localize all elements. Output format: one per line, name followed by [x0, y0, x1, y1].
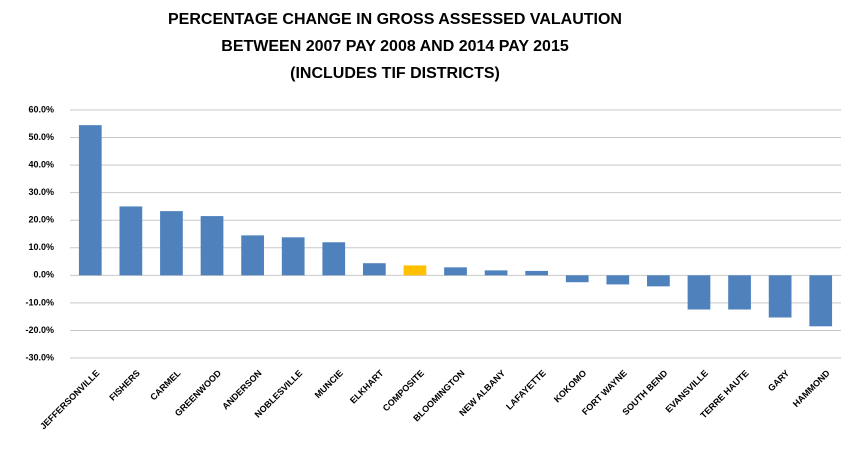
y-tick-label: 10.0%	[28, 242, 54, 252]
chart-title: (INCLUDES TIF DISTRICTS)	[290, 65, 500, 82]
bar	[281, 237, 305, 276]
bar	[362, 263, 386, 276]
chart-title: BETWEEN 2007 PAY 2008 AND 2014 PAY 2015	[221, 38, 569, 55]
x-tick-label: KOKOMO	[552, 368, 588, 404]
bar	[728, 275, 751, 310]
x-tick-label: GARY	[766, 368, 791, 393]
x-tick-label: FISHERS	[107, 368, 142, 403]
y-tick-label: 20.0%	[28, 215, 54, 225]
bar	[119, 206, 143, 276]
x-tick-label: CARMEL	[148, 368, 183, 403]
bar	[768, 275, 792, 318]
x-tick-label: JEFFERSONVILLE	[38, 368, 101, 431]
bar	[200, 216, 224, 276]
bar	[647, 275, 670, 287]
x-tick-label: LAFAYETTE	[504, 368, 548, 412]
bar	[403, 265, 427, 276]
y-tick-label: 50.0%	[28, 132, 54, 142]
y-tick-label: -20.0%	[25, 325, 54, 335]
bar	[241, 235, 264, 276]
y-tick-label: 30.0%	[28, 187, 54, 197]
x-tick-label: HAMMOND	[791, 368, 832, 409]
y-tick-label: 0.0%	[33, 270, 54, 280]
x-tick-label: MUNCIE	[313, 368, 345, 400]
y-tick-label: -30.0%	[25, 352, 54, 362]
bar	[606, 275, 630, 285]
bar	[809, 275, 833, 327]
y-tick-label: -10.0%	[25, 297, 54, 307]
bar	[78, 125, 102, 276]
x-tick-label: ANDERSON	[220, 368, 263, 411]
bar	[322, 242, 346, 276]
bar	[525, 270, 549, 276]
x-tick-label: COMPOSITE	[381, 368, 426, 413]
chart-title: PERCENTAGE CHANGE IN GROSS ASSESSED VALA…	[168, 11, 622, 28]
x-tick-label: ELKHART	[348, 368, 386, 406]
bar	[484, 270, 508, 276]
bar	[160, 211, 183, 276]
y-tick-label: 60.0%	[28, 104, 54, 114]
bar	[444, 267, 467, 276]
bar	[565, 275, 589, 283]
y-tick-label: 40.0%	[28, 159, 54, 169]
bar	[687, 275, 711, 310]
